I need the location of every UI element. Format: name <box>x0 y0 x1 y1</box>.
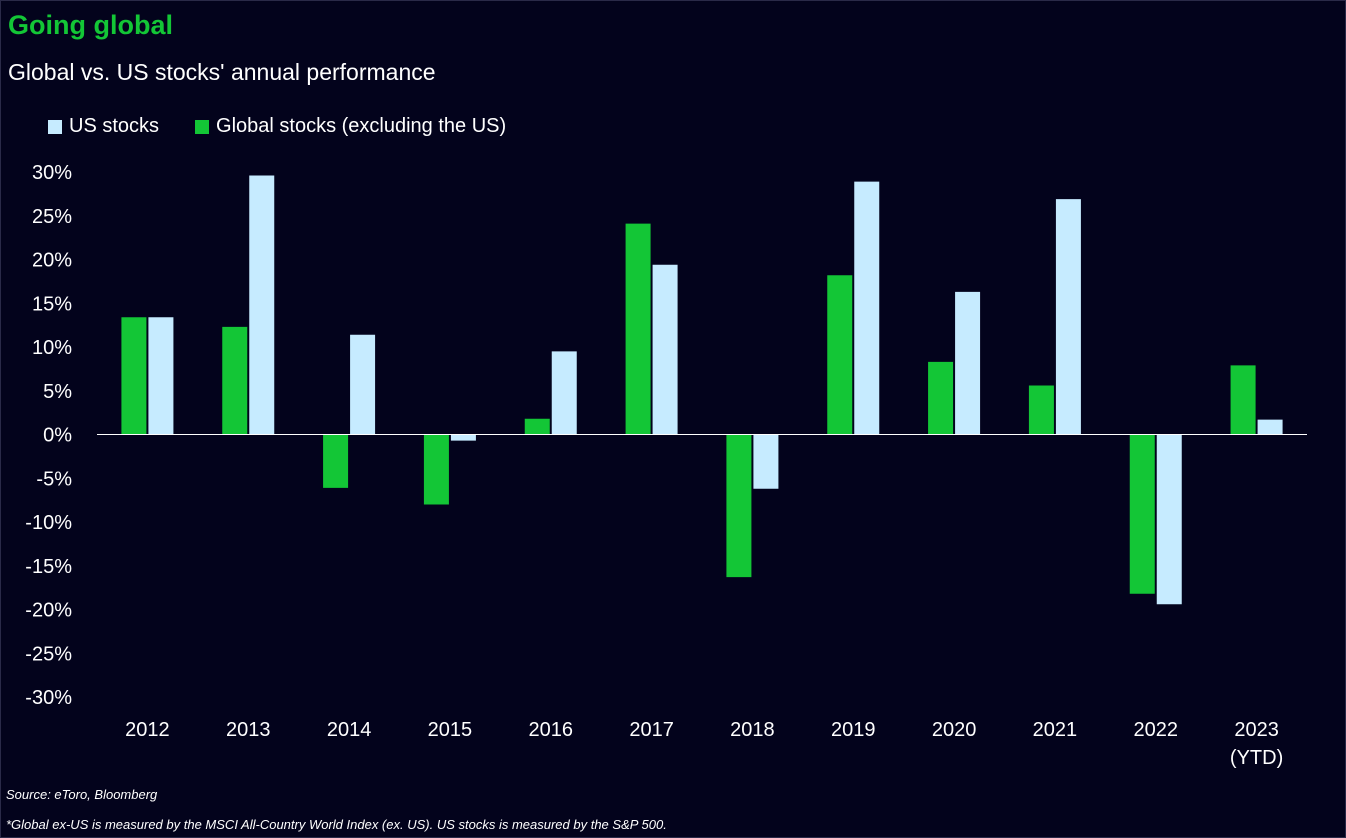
y-tick-label: 15% <box>32 293 72 315</box>
bar-global-10 <box>1129 434 1155 594</box>
y-tick-label: 25% <box>32 206 72 228</box>
y-tick-label: 5% <box>43 381 72 403</box>
bar-global-8 <box>928 361 954 435</box>
legend-swatch <box>195 119 210 134</box>
bar-us-7 <box>854 181 880 435</box>
bar-us-5 <box>652 264 678 435</box>
chart-legend: US stocks Global stocks (excluding the US… <box>48 115 542 138</box>
x-tick-label: 2022 <box>1134 719 1179 741</box>
bar-us-6 <box>753 434 779 489</box>
y-tick-label: -25% <box>25 643 72 665</box>
bar-global-0 <box>121 317 147 435</box>
bar-us-1 <box>249 175 275 435</box>
y-tick-label: -5% <box>36 468 72 490</box>
legend-item: US stocks <box>48 115 159 138</box>
x-tick-label: 2016 <box>529 719 574 741</box>
y-tick-label: 0% <box>43 425 72 447</box>
bar-global-3 <box>423 434 449 505</box>
chart-subtitle: Global vs. US stocks' annual performance <box>8 59 436 85</box>
y-tick-label: -20% <box>25 600 72 622</box>
bar-global-11 <box>1230 365 1256 435</box>
x-tick-label: 2017 <box>629 719 674 741</box>
bar-global-2 <box>323 434 349 488</box>
bar-us-9 <box>1055 199 1081 435</box>
source-note: Source: eToro, Bloomberg <box>6 787 158 802</box>
chart-title: Going global <box>8 10 173 40</box>
bar-global-6 <box>726 434 752 578</box>
x-tick-label: 2019 <box>831 719 876 741</box>
bar-global-1 <box>222 326 248 435</box>
x-tick-label: 2013 <box>226 719 271 741</box>
footnote: *Global ex-US is measured by the MSCI Al… <box>6 817 667 832</box>
y-tick-label: -15% <box>25 556 72 578</box>
bar-us-0 <box>148 317 174 435</box>
bar-global-7 <box>827 275 853 435</box>
x-tick-label: 2015 <box>428 719 473 741</box>
y-tick-label: -30% <box>25 687 72 709</box>
bar-us-10 <box>1156 434 1182 605</box>
x-tick-label: 2020 <box>932 719 977 741</box>
x-tick-label: 2021 <box>1033 719 1078 741</box>
bar-us-2 <box>350 334 376 435</box>
y-tick-label: -10% <box>25 512 72 534</box>
legend-label: Global stocks (excluding the US) <box>216 115 507 137</box>
legend-item: Global stocks (excluding the US) <box>195 115 506 138</box>
bar-us-8 <box>955 291 981 435</box>
y-tick-label: 20% <box>32 250 72 272</box>
x-tick-label: 2012 <box>125 719 170 741</box>
bar-us-3 <box>450 434 476 441</box>
legend-label: US stocks <box>69 115 160 137</box>
bar-us-11 <box>1257 419 1283 435</box>
y-tick-label: 10% <box>32 337 72 359</box>
x-tick-label: 2014 <box>327 719 372 741</box>
x-tick-label: 2018 <box>730 719 775 741</box>
x-tick-label: 2023 (YTD) <box>1230 719 1283 769</box>
bar-global-9 <box>1028 385 1054 435</box>
y-tick-label: 30% <box>32 162 72 184</box>
bar-global-4 <box>524 418 550 435</box>
bar-global-5 <box>625 223 651 435</box>
bar-us-4 <box>551 351 577 435</box>
legend-swatch <box>48 119 62 134</box>
